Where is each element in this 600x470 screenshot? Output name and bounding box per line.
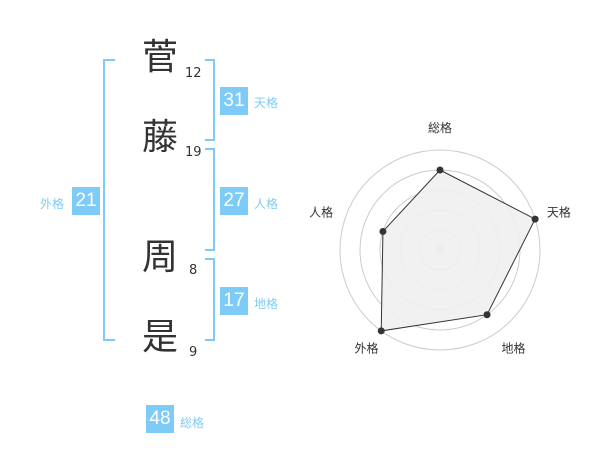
- radar-axis-label: 天格: [547, 204, 571, 219]
- tenkaku-value: 31: [220, 87, 248, 115]
- radar-point: [436, 166, 444, 174]
- jinkaku-value: 27: [220, 187, 248, 215]
- radar-axis-label: 外格: [355, 341, 379, 356]
- radar-point: [377, 327, 385, 335]
- jinkaku-bracket: [205, 148, 215, 251]
- radar-axis-label: 地格: [501, 341, 525, 356]
- jinkaku-label: 人格: [254, 197, 279, 211]
- stroke-count-1: 12: [185, 66, 202, 81]
- stroke-count-3: 8: [189, 263, 198, 278]
- radar-point: [483, 311, 491, 319]
- soukaku-value: 48: [146, 405, 174, 433]
- chikaku-value: 17: [220, 287, 248, 315]
- stroke-count-2: 19: [185, 145, 202, 160]
- radar-axis-label: 総格: [428, 120, 452, 135]
- radar-grid-ring: [339, 149, 541, 351]
- radar-axis-label: 人格: [309, 204, 333, 219]
- gaikaku-value: 21: [72, 187, 100, 215]
- name-char-2: 藤: [142, 117, 179, 158]
- gaikaku-label: 外格: [40, 197, 65, 211]
- chikaku-bracket: [205, 258, 215, 341]
- tenkaku-label: 天格: [254, 96, 279, 110]
- radar-point: [379, 227, 387, 235]
- name-char-3: 周: [142, 237, 179, 278]
- soukaku-label: 総格: [180, 416, 205, 430]
- stroke-count-4: 9: [189, 345, 198, 360]
- radar-area: [380, 169, 536, 332]
- chikaku-label: 地格: [254, 297, 279, 311]
- name-char-1: 菅: [142, 37, 179, 78]
- gaikaku-bracket: [103, 59, 115, 341]
- radar-point: [531, 215, 539, 223]
- name-char-4: 是: [142, 317, 179, 358]
- tenkaku-bracket: [205, 59, 215, 141]
